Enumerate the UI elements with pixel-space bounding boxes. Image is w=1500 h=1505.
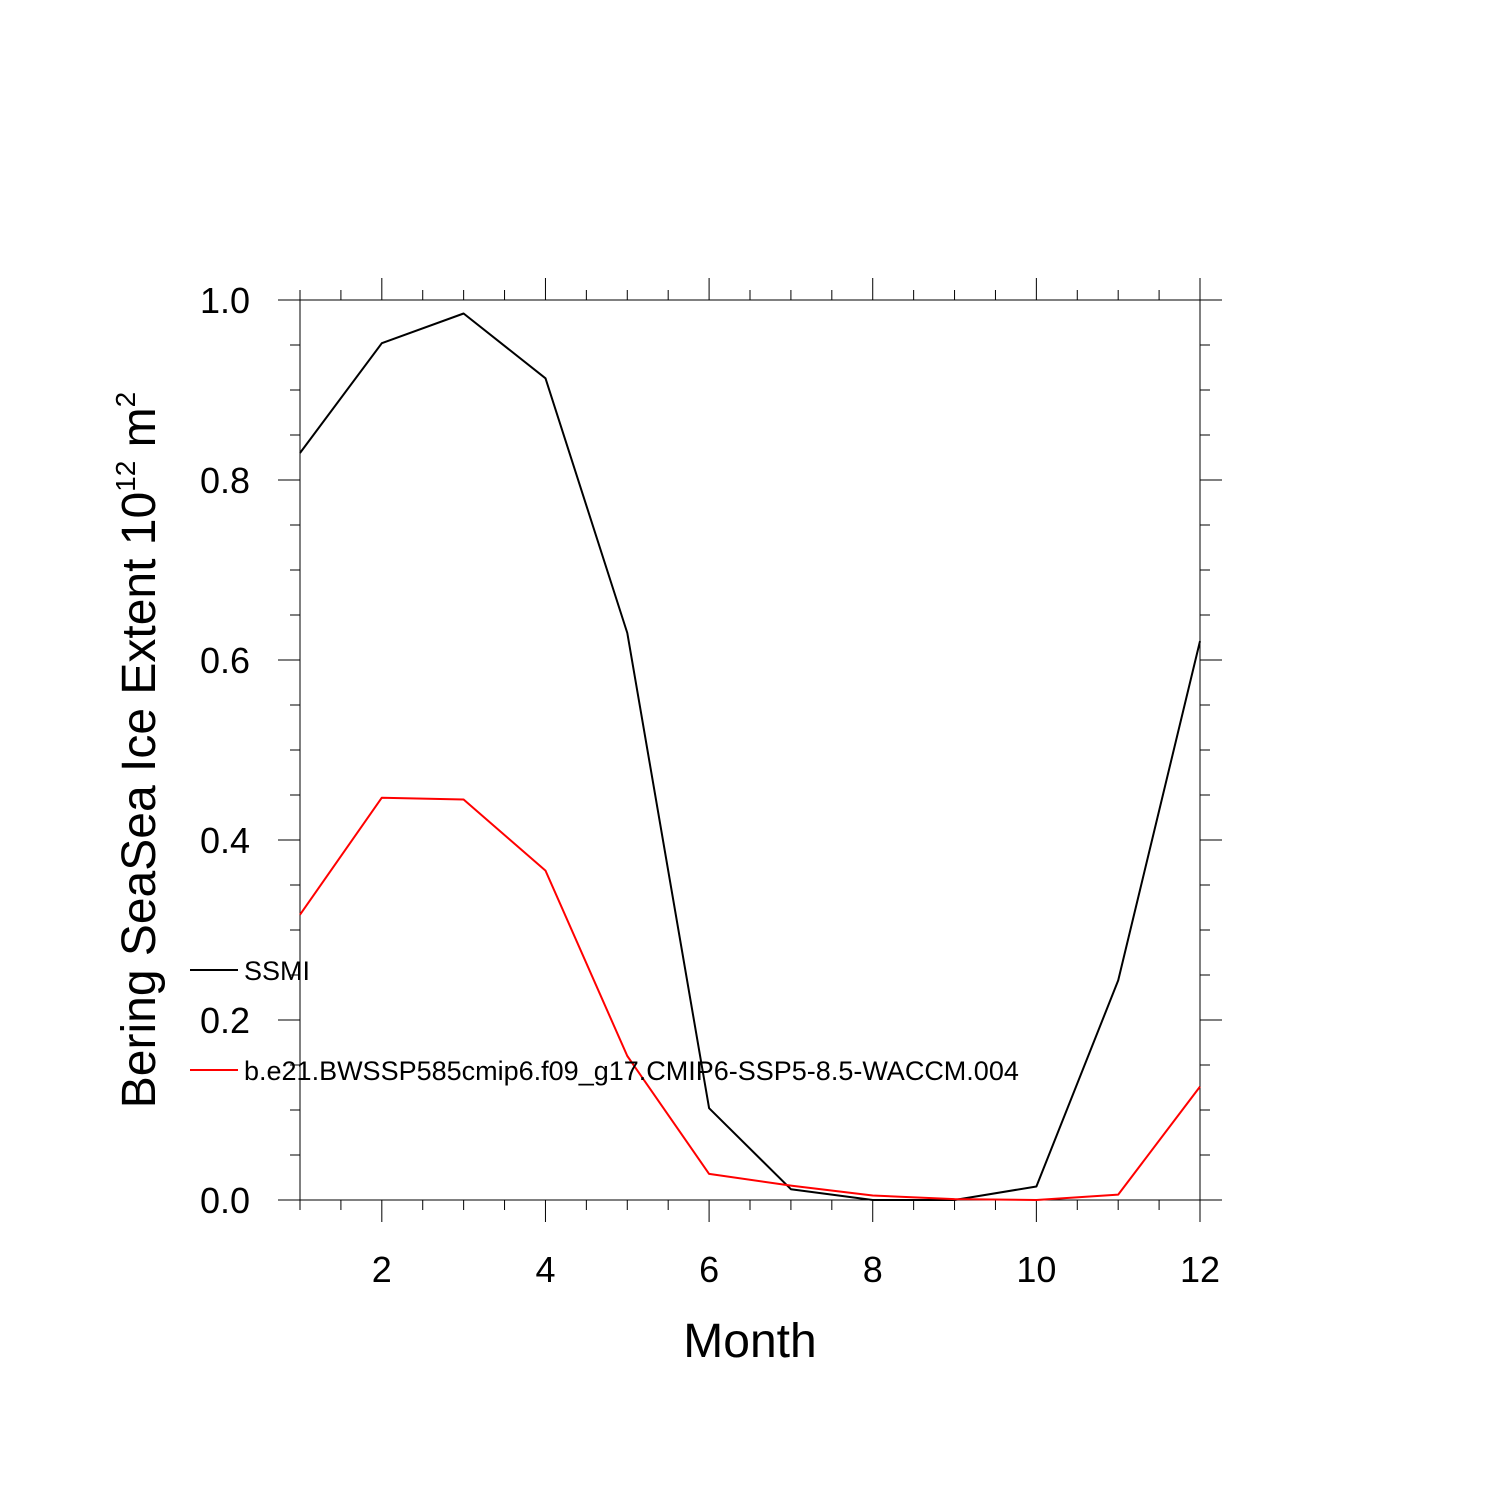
series-line-2 [299,796,1201,1201]
y-tick-label: 1.0 [200,280,250,321]
y-tick-label: 0.4 [200,820,250,861]
svg-text:Bering SeaSea Ice Extent 1012: Bering SeaSea Ice Extent 1012 m2 [110,392,166,1108]
y-tick-label: 0.0 [200,1180,250,1221]
y-tick-label: 0.6 [200,640,250,681]
x-tick-label: 12 [1180,1249,1220,1290]
y-tick-label: 0.2 [200,1000,250,1041]
y-axis-label-unit-exponent: 2 [110,392,141,408]
x-axis-label: Month [683,1315,816,1368]
legend: SSMI b.e21.BWSSP585cmip6.f09_g17.CMIP6-SS… [190,956,1019,1086]
legend-label-2: b.e21.BWSSP585cmip6.f09_g17.CMIP6-SSP5-8… [244,1056,1019,1086]
x-tick-label: 6 [699,1249,719,1290]
legend-label-1: SSMI [244,956,310,986]
series-line-1 [299,312,1201,1201]
x-tick-label: 4 [535,1249,555,1290]
y-axis-label-unit: m [113,407,166,460]
axis-tick-labels: 2 4 6 8 10 12 0.0 0.2 0.4 0.6 0.8 1.0 [200,280,1220,1290]
y-tick-label: 0.8 [200,460,250,501]
y-axis-label-exponent: 12 [110,461,141,492]
x-tick-label: 10 [1016,1249,1056,1290]
y-axis-label-main: Bering SeaSea Ice Extent 10 [113,492,166,1108]
axis-ticks [278,278,1222,1222]
x-tick-label: 8 [863,1249,883,1290]
x-tick-label: 2 [372,1249,392,1290]
series-lines [299,312,1201,1201]
y-axis-label: Bering SeaSea Ice Extent 1012 m2 [110,392,166,1108]
